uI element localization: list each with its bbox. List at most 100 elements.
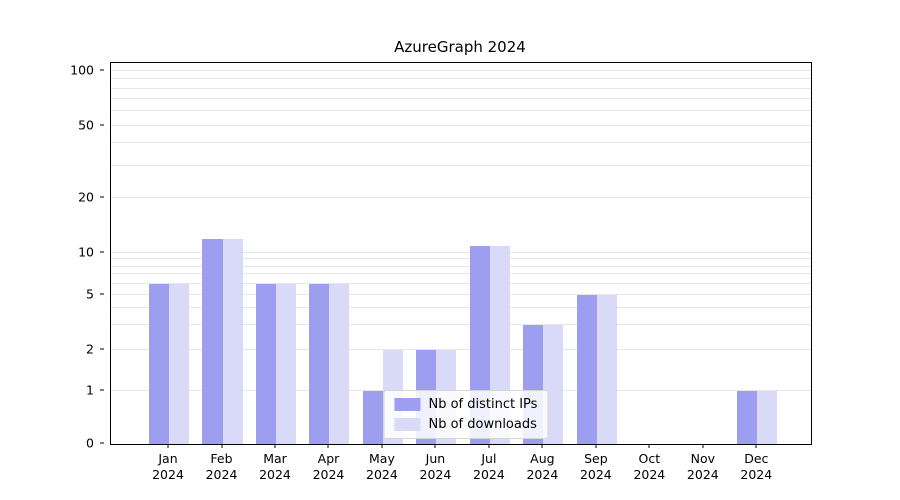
xtick-label: Jun 2024 (420, 451, 452, 482)
xtick-mark (167, 444, 169, 448)
xtick-label: Jul 2024 (473, 451, 505, 482)
gridline (111, 110, 811, 112)
legend-label: Nb of distinct IPs (428, 397, 538, 412)
xtick-mark (595, 444, 597, 448)
gridline (111, 273, 811, 275)
xtick-label: Dec 2024 (740, 451, 772, 482)
gridline (111, 70, 811, 72)
xtick-year: 2024 (419, 466, 452, 482)
gridline (111, 293, 811, 295)
xtick-year: 2024 (259, 466, 291, 482)
xtick-month: Apr (317, 451, 340, 466)
gridline (111, 124, 811, 126)
xtick-mark (221, 444, 222, 448)
xtick-label: Jan 2024 (152, 451, 184, 482)
xtick-month: Sep (584, 451, 608, 466)
bar-downloads (757, 391, 778, 444)
ytick-label: 50 (78, 117, 94, 133)
gridline (111, 307, 811, 309)
xtick-year: 2024 (633, 466, 666, 482)
bar-distinct-ips (362, 391, 383, 444)
xtick-mark (327, 444, 329, 448)
bar-downloads (222, 238, 243, 444)
xtick-label: Apr 2024 (313, 451, 345, 482)
plot-area: Nb of distinct IPs Nb of downloads (110, 62, 812, 445)
xtick-month: Jul (481, 451, 497, 466)
legend-label: Nb of downloads (428, 417, 537, 432)
xtick-year: 2024 (740, 466, 773, 482)
bar-distinct-ips (255, 283, 276, 444)
gridline (111, 98, 811, 100)
bar-downloads (275, 283, 296, 444)
xtick-month: Feb (210, 451, 233, 466)
xtick-year: 2024 (312, 466, 345, 482)
gridline (111, 142, 811, 144)
xtick-label: Oct 2024 (633, 451, 665, 482)
gridline (111, 78, 811, 80)
gridline (111, 282, 811, 284)
bar-distinct-ips (202, 238, 223, 444)
xtick-month: Dec (744, 451, 769, 466)
xtick-month: Jun (425, 451, 446, 466)
xtick-mark (274, 444, 276, 448)
xtick-year: 2024 (366, 466, 398, 482)
xtick-month: Oct (638, 451, 661, 466)
ytick-label: 5 (86, 286, 94, 302)
xtick-label: Sep 2024 (580, 451, 612, 482)
bar-distinct-ips (149, 283, 170, 444)
legend-item: Nb of distinct IPs (394, 397, 537, 412)
bar-downloads (169, 283, 190, 444)
bar-downloads (329, 283, 350, 444)
ytick-label: 0 (86, 435, 94, 451)
chart-title: AzureGraph 2024 (394, 38, 526, 56)
bar-distinct-ips (576, 294, 597, 444)
xtick-label: Mar 2024 (259, 451, 291, 482)
xtick-label: Aug 2024 (526, 451, 558, 482)
xtick-mark (488, 444, 490, 448)
gridline (111, 258, 811, 260)
xtick-mark (702, 444, 704, 448)
ytick-mark (100, 196, 104, 198)
gridline (111, 87, 811, 89)
ytick-mark (100, 293, 104, 295)
ytick-label: 20 (78, 189, 94, 205)
gridline (111, 324, 811, 326)
xtick-mark (381, 444, 383, 448)
ytick-mark (100, 251, 104, 253)
xtick-month: Aug (530, 451, 555, 466)
xtick-label: May 2024 (366, 451, 398, 482)
xtick-mark (434, 444, 436, 448)
legend-item: Nb of downloads (394, 417, 537, 432)
ytick-mark (100, 124, 104, 126)
ytick-label: 100 (70, 62, 94, 78)
xtick-month: Jan (158, 451, 178, 466)
y-axis: 0 1 2 5 10 20 50 100 (0, 62, 104, 451)
ytick-label: 2 (86, 341, 94, 357)
xtick-month: May (369, 451, 395, 466)
ytick-label: 10 (78, 244, 94, 260)
xtick-year: 2024 (152, 466, 184, 482)
bar-distinct-ips (309, 283, 330, 444)
xtick-year: 2024 (473, 466, 505, 482)
xtick-year: 2024 (579, 466, 612, 482)
xtick-mark (648, 444, 650, 448)
ytick-mark (100, 69, 104, 71)
xtick-year: 2024 (686, 466, 719, 482)
bar-distinct-ips (737, 391, 758, 444)
xtick-year: 2024 (205, 466, 238, 482)
ytick-mark (100, 348, 104, 350)
ytick-mark (100, 389, 104, 391)
gridline (111, 252, 811, 254)
legend-swatch-icon (394, 398, 421, 411)
gridline (111, 165, 811, 167)
ytick-mark (100, 442, 104, 444)
legend-swatch-icon (394, 418, 421, 431)
x-axis: Jan 2024 Feb 2024 Mar 2024 Apr 2024 May 2024 Jun 20… (110, 444, 810, 490)
xtick-month: Mar (263, 451, 287, 466)
bar-downloads (596, 294, 617, 444)
xtick-year: 2024 (526, 466, 559, 482)
gridline (111, 265, 811, 267)
xtick-mark (755, 444, 757, 448)
xtick-mark (541, 444, 543, 448)
